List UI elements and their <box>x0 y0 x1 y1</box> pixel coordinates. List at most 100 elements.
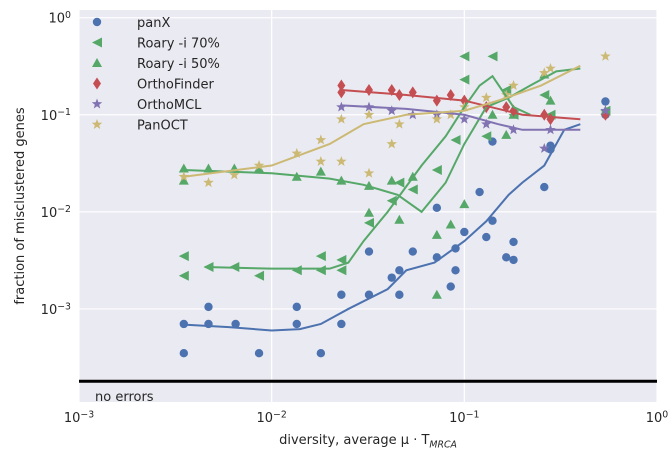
point <box>407 184 418 195</box>
y-tick-label: 10−2 <box>41 204 71 221</box>
point <box>446 88 455 101</box>
trend-line <box>183 64 581 178</box>
legend-label: PanOCT <box>137 119 188 134</box>
point <box>387 273 396 282</box>
point <box>292 319 301 329</box>
y-tick-label: 10−1 <box>41 107 71 124</box>
point <box>231 319 240 329</box>
point <box>363 207 374 217</box>
legend-label: Roary -i 50% <box>137 57 220 72</box>
trend-line <box>183 123 581 332</box>
point <box>315 166 326 176</box>
point <box>539 89 550 100</box>
point <box>459 51 470 62</box>
x-tick-label: 10−2 <box>257 409 287 426</box>
point <box>487 51 498 62</box>
y-tick-label: 100 <box>49 10 72 27</box>
point <box>546 141 555 150</box>
y-tick-label: 10−3 <box>41 301 71 318</box>
point <box>475 187 484 197</box>
point <box>600 105 611 116</box>
point <box>501 89 512 100</box>
legend-marker <box>92 17 102 27</box>
point <box>432 203 442 213</box>
trend-line <box>183 67 581 214</box>
point <box>253 160 265 170</box>
legend: panX Roary -i 70% Roary -i 50% OrthoFinder O… <box>91 16 220 134</box>
point <box>363 217 374 228</box>
point <box>509 237 518 247</box>
point <box>229 169 240 180</box>
legend-marker <box>93 77 101 90</box>
trend-line <box>204 74 531 270</box>
point <box>508 80 519 90</box>
point <box>459 199 470 209</box>
point <box>459 74 470 85</box>
point <box>203 177 214 188</box>
point <box>178 175 189 185</box>
point <box>482 232 491 242</box>
point <box>545 95 556 105</box>
point <box>336 156 347 166</box>
point <box>395 266 404 275</box>
point <box>394 118 405 129</box>
point <box>316 348 326 358</box>
point <box>487 109 498 119</box>
point <box>431 164 442 175</box>
point <box>450 134 461 145</box>
point <box>502 253 511 262</box>
point <box>336 265 347 276</box>
legend-marker <box>91 119 103 129</box>
legend-label: panX <box>137 16 170 31</box>
point <box>337 79 346 92</box>
point <box>336 254 347 265</box>
point <box>364 247 374 256</box>
point <box>509 255 518 265</box>
point <box>337 290 346 299</box>
point <box>481 131 492 142</box>
point <box>292 302 301 312</box>
point <box>386 175 397 185</box>
point <box>179 319 189 329</box>
point <box>488 216 497 225</box>
point <box>481 92 492 103</box>
point <box>540 182 549 192</box>
legend-marker <box>92 58 102 67</box>
point <box>336 113 347 124</box>
point <box>601 97 610 106</box>
point <box>254 270 265 281</box>
point <box>178 251 189 262</box>
y-axis-label: fraction of misclustered genes <box>13 107 28 305</box>
legend-label: Roary -i 70% <box>137 37 220 52</box>
point <box>539 142 550 153</box>
point <box>315 134 327 145</box>
point <box>394 214 405 224</box>
point <box>291 147 303 158</box>
point <box>386 105 397 116</box>
point <box>600 50 611 61</box>
point <box>254 348 264 358</box>
point <box>445 219 456 229</box>
point <box>508 124 519 135</box>
x-tick-label: 10−1 <box>449 409 479 426</box>
x-axis-label: diversity, average μ · TMRCA <box>279 433 457 450</box>
point <box>545 62 556 73</box>
x-tick-label: 100 <box>646 409 669 426</box>
point <box>540 108 549 121</box>
point <box>431 113 443 124</box>
point <box>363 109 375 120</box>
point <box>204 302 213 312</box>
point <box>451 266 460 275</box>
point <box>460 227 469 237</box>
point <box>394 177 405 188</box>
point <box>315 156 327 166</box>
point <box>395 290 404 299</box>
point <box>539 67 550 78</box>
point <box>336 101 347 112</box>
point <box>431 229 442 239</box>
point <box>315 251 326 262</box>
point <box>501 129 512 139</box>
trend-line <box>341 104 581 131</box>
point <box>337 319 346 329</box>
